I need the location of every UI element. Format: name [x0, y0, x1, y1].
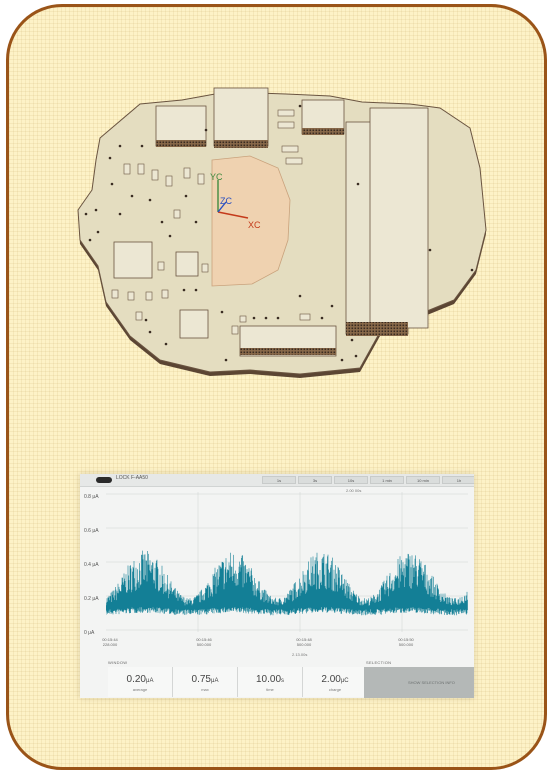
selection-section-label: SELECTION	[366, 660, 392, 665]
z-axis-label: ZC	[220, 196, 232, 206]
tab-1h[interactable]: 1h	[442, 476, 474, 484]
y-tick-label: 0 μA	[84, 630, 95, 636]
x-tick-label: 00:15:48 500.000	[296, 637, 312, 647]
x-tick-label: 00:15:44 228.000	[102, 637, 118, 647]
y-tick-label: 0.2 μA	[84, 596, 99, 602]
stat-charge: 2.00μC charge	[303, 667, 368, 697]
y-tick-label: 0.4 μA	[84, 562, 99, 568]
y-axis-label: YC	[210, 172, 223, 182]
board-cutout	[211, 155, 291, 287]
tab-10min[interactable]: 10 min	[406, 476, 440, 484]
x-tick-label: 00:15:50 500.000	[398, 637, 414, 647]
x-tick-label: 00:15:46 500.000	[196, 637, 212, 647]
window-section-label: WINDOW	[108, 660, 128, 665]
tab-1min[interactable]: 1 min	[370, 476, 404, 484]
selection-info-text: SHOW SELECTION INFO	[408, 680, 455, 685]
tab-1s[interactable]: 1s	[262, 476, 296, 484]
device-logo-icon	[96, 477, 112, 483]
tab-10s[interactable]: 10s	[334, 476, 368, 484]
time-range-tabs: 1s 3s 10s 1 min 10 min 1h	[262, 476, 474, 484]
y-tick-label: 0.8 μA	[84, 494, 99, 500]
x-axis-label: XC	[248, 220, 261, 230]
y-tick-label: 0.6 μA	[84, 528, 99, 534]
stat-average: 0.20μA average	[108, 667, 173, 697]
x-window-label: 2.13.00s	[292, 652, 308, 657]
window-length-label: 2.00 00s	[346, 488, 362, 493]
tab-3s[interactable]: 3s	[298, 476, 332, 484]
selection-panel[interactable]: SHOW SELECTION INFO	[364, 667, 474, 698]
pcb-board-render: YC ZC XC	[77, 87, 487, 378]
current-trace	[106, 550, 468, 616]
current-trace-plot[interactable]	[106, 492, 468, 632]
current-monitor-screenshot: LOCK F-AA50 1s 3s 10s 1 min 10 min 1h 2.…	[80, 474, 474, 698]
axis-triad: YC ZC XC	[210, 172, 261, 230]
scope-toolbar: LOCK F-AA50 1s 3s 10s 1 min 10 min 1h	[80, 474, 474, 487]
device-title: LOCK F-AA50	[116, 475, 148, 481]
stat-time: 10.00s time	[238, 667, 303, 697]
pcb-board-svg: YC ZC XC	[77, 87, 487, 378]
window-stats: 0.20μA average 0.75μA max 10.00s time 2.…	[108, 667, 368, 697]
stat-max: 0.75μA max	[173, 667, 238, 697]
